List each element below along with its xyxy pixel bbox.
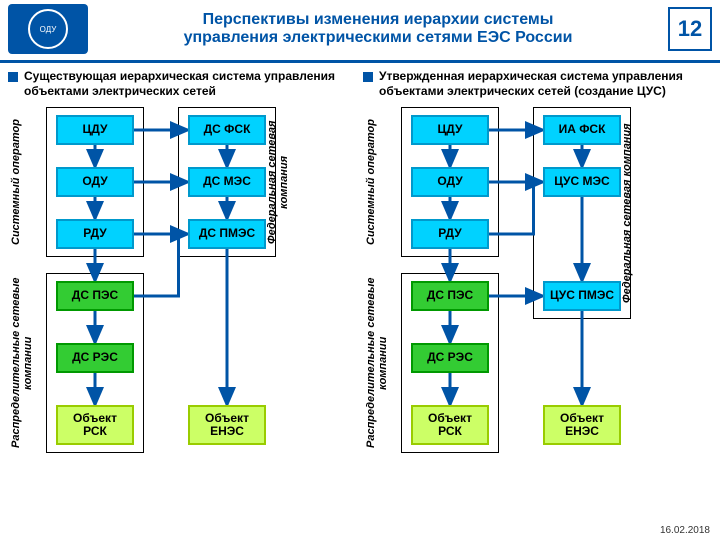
divider [0,60,720,63]
bullet-icon [363,72,373,82]
columns: Существующая иерархическая система управ… [0,69,720,485]
left-diagram: Системный оператор Федеральная сетевая ко… [8,105,357,485]
node-r_rdu: РДУ [411,219,489,249]
node-r_dsres: ДС РЭС [411,343,489,373]
right-column: Утвержденная иерархическая система управ… [363,69,712,485]
group-label: Федеральная сетевая компания [266,107,290,257]
right-diagram: Системный оператор Федеральная сетевая ко… [363,105,712,485]
group-label: Федеральная сетевая компания [621,107,633,319]
bullet-icon [8,72,18,82]
node-r_cusmes: ЦУС МЭС [543,167,621,197]
footer-date: 16.02.2018 [660,525,710,536]
node-r_cdu: ЦДУ [411,115,489,145]
group-label: Распределительные сетевые компании [365,273,389,453]
logo: ОДУ [8,4,88,54]
group-label: Системный оператор [10,107,22,257]
left-bullet: Существующая иерархическая система управ… [8,69,357,99]
node-l_dspmes: ДС ПМЭС [188,219,266,249]
node-l_dsres: ДС РЭС [56,343,134,373]
title-line1: Перспективы изменения иерархии системы [94,11,662,29]
node-r_odu: ОДУ [411,167,489,197]
node-l_orsk: Объект РСК [56,405,134,445]
header: ОДУ Перспективы изменения иерархии систе… [0,0,720,58]
logo-icon: ОДУ [28,9,68,49]
node-r_orsk: Объект РСК [411,405,489,445]
node-r_oenes: Объект ЕНЭС [543,405,621,445]
node-l_rdu: РДУ [56,219,134,249]
right-desc: Утвержденная иерархическая система управ… [379,69,712,99]
left-desc: Существующая иерархическая система управ… [24,69,357,99]
page-number: 12 [668,7,712,51]
node-r_iafsk: ИА ФСК [543,115,621,145]
node-l_oenes: Объект ЕНЭС [188,405,266,445]
page-title: Перспективы изменения иерархии системы у… [88,11,668,47]
node-r_dspes: ДС ПЭС [411,281,489,311]
left-column: Существующая иерархическая система управ… [8,69,357,485]
group-label: Распределительные сетевые компании [10,273,34,453]
node-l_odu: ОДУ [56,167,134,197]
node-r_cuspmes: ЦУС ПМЭС [543,281,621,311]
node-l_dsmes: ДС МЭС [188,167,266,197]
group-label: Системный оператор [365,107,377,257]
title-line2: управления электрическими сетями ЕЭС Рос… [94,29,662,47]
node-l_dspes: ДС ПЭС [56,281,134,311]
node-l_cdu: ЦДУ [56,115,134,145]
right-bullet: Утвержденная иерархическая система управ… [363,69,712,99]
node-l_dsfsk: ДС ФСК [188,115,266,145]
